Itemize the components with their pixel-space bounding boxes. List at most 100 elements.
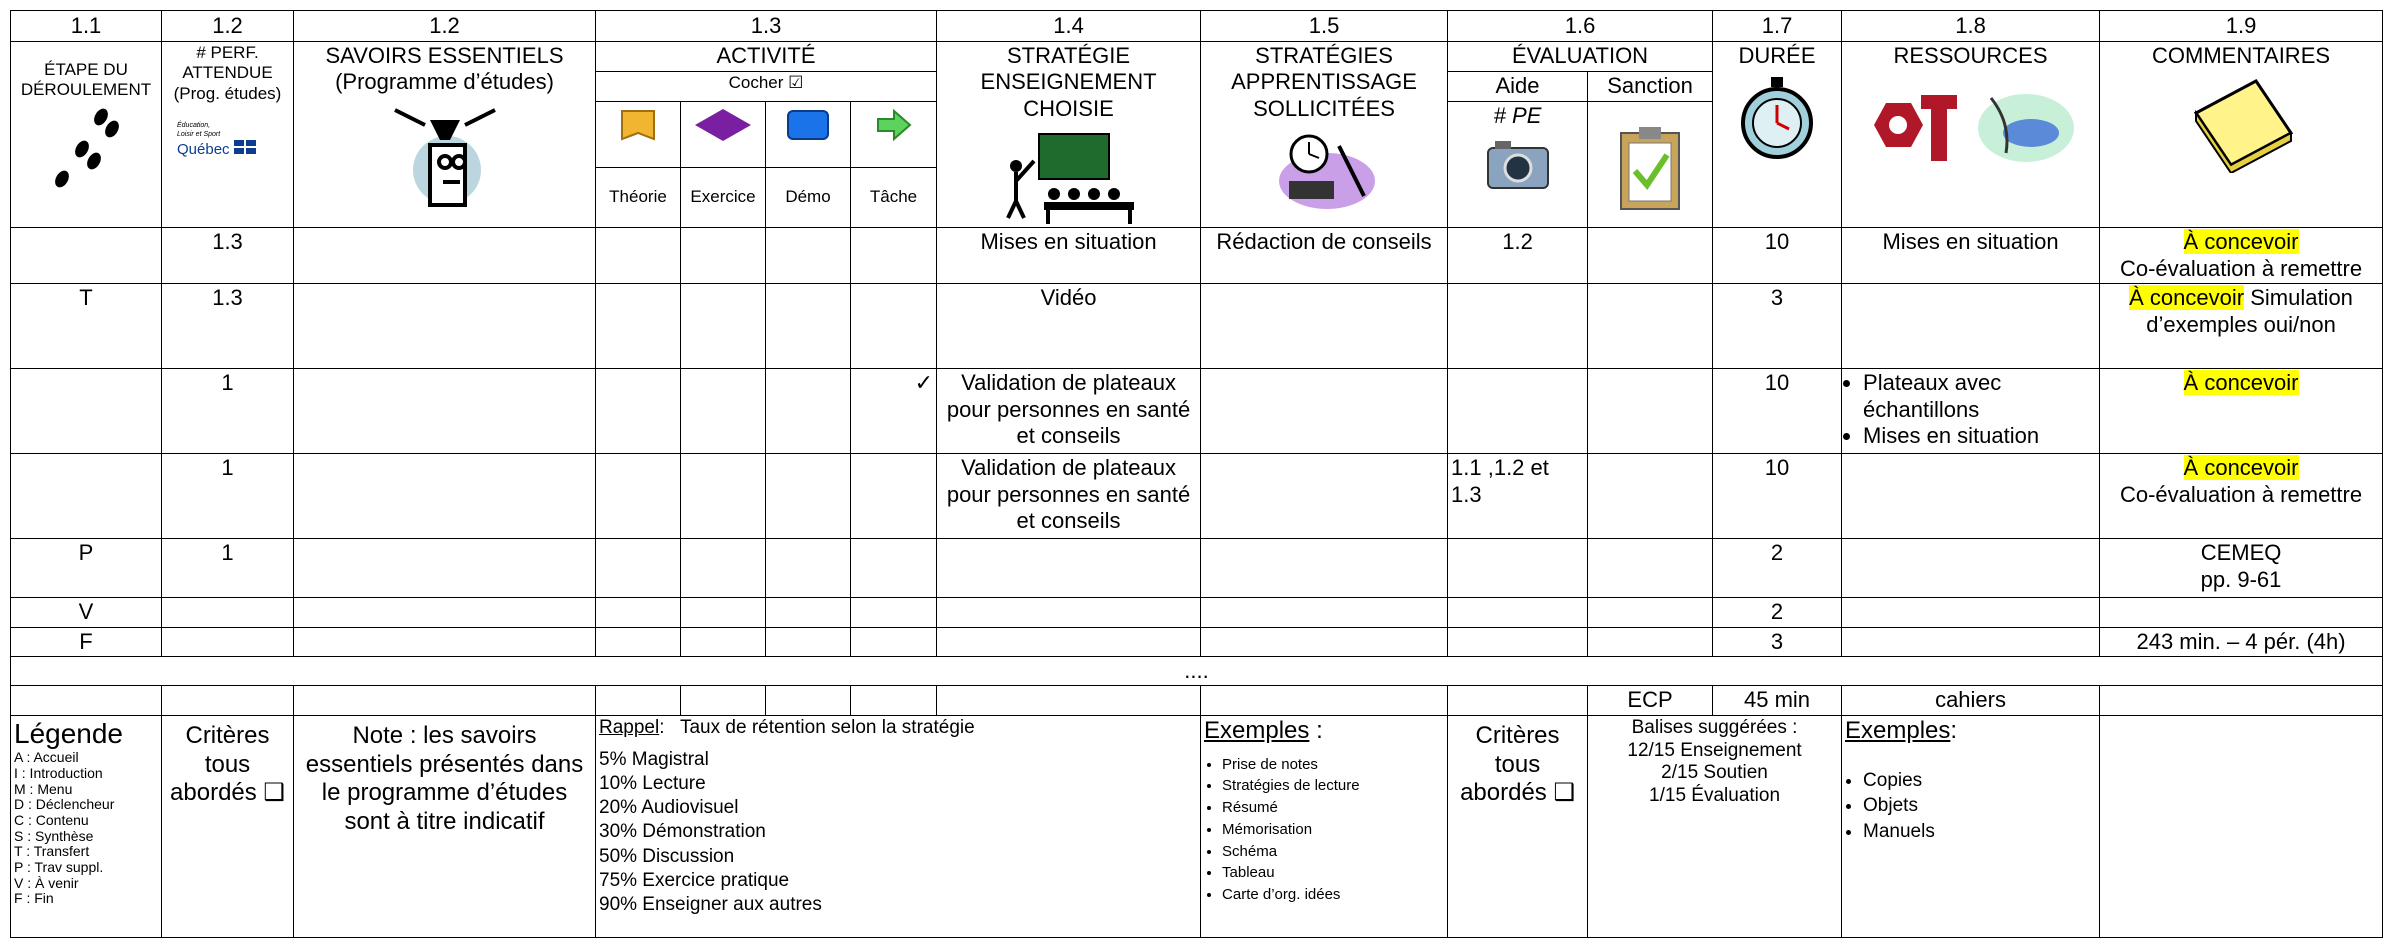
legend-list: A : Accueil I : Introduction M : Menu D : D… <box>14 750 158 907</box>
legend-cell: Légende A : Accueil I : Introduction M : M… <box>10 714 162 938</box>
icon-cell <box>849 100 938 169</box>
column-number-row: 1.1 1.2 1.2 1.3 1.4 1.5 1.6 1.7 1.8 1.9 <box>10 10 2384 42</box>
cell-line: pp. 9-61 <box>2200 566 2282 592</box>
cell-text: ECP <box>1627 687 1673 713</box>
data-cell <box>1841 283 2101 370</box>
legend-item: P : Trav suppl. <box>14 859 104 876</box>
activity-type: Théorie <box>595 167 681 229</box>
header-cell: STRATÉGIES APPRENTISSAGE SOLLICITÉES <box>1200 40 1449 229</box>
data-cell: V <box>10 597 162 628</box>
icon-cell <box>595 100 681 169</box>
header-cell: DURÉE <box>1712 40 1843 229</box>
cell-text: 3 <box>1770 285 1784 311</box>
data-cell: 3 <box>1712 283 1843 370</box>
cell-text: Co-évaluation à remettre <box>2119 255 2363 281</box>
summary-cell <box>680 685 766 716</box>
header-cell: Cocher ☑ <box>594 71 938 102</box>
column-number: 1.9 <box>2099 10 2384 42</box>
data-cell <box>293 453 596 540</box>
header-text: SAVOIRS ESSENTIELS <box>325 43 564 68</box>
data-cell <box>1200 453 1449 540</box>
rappel-item: 90% Enseigner aux autres <box>599 894 822 916</box>
data-cell <box>1587 626 1714 657</box>
data-cell <box>293 227 596 285</box>
column-number: 1.5 <box>1200 10 1449 42</box>
cell-text: 1.2 <box>1502 229 1533 255</box>
data-cell <box>1447 626 1589 657</box>
data-row: 1 ✓ Validation de plateaux pour personnes … <box>10 368 2384 455</box>
header-row: Théorie Exercice Démo Tâche <box>11 167 2383 229</box>
header-text: DURÉE <box>1738 43 1816 68</box>
icon-cell <box>680 100 766 169</box>
data-cell <box>1200 538 1449 599</box>
data-cell: CEMEQ pp. 9-61 <box>2099 538 2384 599</box>
data-cell <box>595 368 681 455</box>
cell-line: CEMEQ <box>2200 540 2282 566</box>
criteria-cell: Critères tous abordés ❑ <box>161 714 294 938</box>
header-cell: RESSOURCES <box>1841 40 2101 229</box>
data-cell <box>680 283 766 370</box>
data-cell: 1 <box>161 368 294 455</box>
cell-text: Validation de plateaux pour personnes en… <box>946 370 1191 448</box>
example-item: Schéma <box>1222 841 1444 863</box>
legend-item: T : Transfert <box>14 843 90 860</box>
header-cell <box>1587 100 1714 229</box>
data-cell: Validation de plateaux pour personnes en… <box>936 453 1202 540</box>
resource-example-item: Copies <box>1863 768 2096 794</box>
bullet-item: Plateaux avec échantillons <box>1863 370 2096 423</box>
legend-item: V : À venir <box>14 874 79 891</box>
ellipsis-cell: .... <box>9 655 2384 687</box>
legend-item: C : Contenu <box>14 812 89 829</box>
data-cell <box>1587 227 1714 285</box>
data-cell <box>1841 538 2101 599</box>
legend-item: M : Menu <box>14 780 73 797</box>
summary-cell <box>765 685 851 716</box>
header-text: RESSOURCES <box>1893 43 2048 68</box>
summary-cell <box>849 685 938 716</box>
activity-type: Tâche <box>849 167 938 229</box>
activity-type: Démo <box>765 167 851 229</box>
data-cell: Mises en situation <box>1841 227 2101 285</box>
summary-cell <box>1200 685 1449 716</box>
data-cell <box>849 538 938 599</box>
data-cell <box>765 368 851 455</box>
lesson-plan-table: 1.1 1.2 1.2 1.3 1.4 1.5 1.6 1.7 1.8 1.9 … <box>9 10 2384 938</box>
summary-cell <box>1447 685 1589 716</box>
bullet-item: Mises en situation <box>1863 423 2096 449</box>
data-cell <box>936 626 1202 657</box>
resources-examples-cell: Exemples: CopiesObjetsManuels <box>1841 714 2101 938</box>
data-cell: T <box>10 283 162 370</box>
data-cell <box>1447 538 1589 599</box>
legend-item: F : Fin <box>14 890 54 907</box>
header-text: STRATÉGIE ENSEIGNEMENT CHOISIE <box>980 43 1157 121</box>
data-cell <box>1447 283 1589 370</box>
header-subtext: (Programme d’études) <box>335 69 554 95</box>
data-cell <box>765 626 851 657</box>
data-cell: Validation de plateaux pour personnes en… <box>936 368 1202 455</box>
data-cell: À concevoir Co-évaluation à remettre <box>2099 227 2384 285</box>
summary-cell: 45 min <box>1712 685 1843 716</box>
note-cell: Note : les savoirs essentiels présentés … <box>293 714 596 938</box>
cell-text: ✓ <box>914 370 934 396</box>
thinker-icon <box>393 107 496 207</box>
cell-text: 1 <box>221 370 234 396</box>
activity-type: Exercice <box>680 167 766 229</box>
legend-item: S : Synthèse <box>14 827 94 844</box>
data-row: T 1.3 Vidéo 3 À concevoir Simulation d’exemp… <box>10 283 2384 370</box>
cell-text: 1 <box>221 540 234 566</box>
header-cell: ACTIVITÉ <box>594 41 938 72</box>
data-cell <box>680 227 766 285</box>
header-cell: Aide <box>1447 71 1589 102</box>
data-cell: P <box>10 538 162 599</box>
rappel-item: 5% Magistral <box>599 748 709 770</box>
empty-cell <box>2099 714 2384 938</box>
demo-icon <box>787 110 829 140</box>
data-cell <box>595 538 681 599</box>
data-cell: 1.3 <box>161 227 294 285</box>
data-cell <box>161 626 294 657</box>
header-cell: Sanction <box>1587 71 1714 102</box>
header-text: # PERF. ATTENDUE <box>182 43 273 83</box>
data-cell: 10 <box>1712 368 1843 455</box>
examples-list: Prise de notesStratégies de lectureRésum… <box>1204 754 1444 906</box>
